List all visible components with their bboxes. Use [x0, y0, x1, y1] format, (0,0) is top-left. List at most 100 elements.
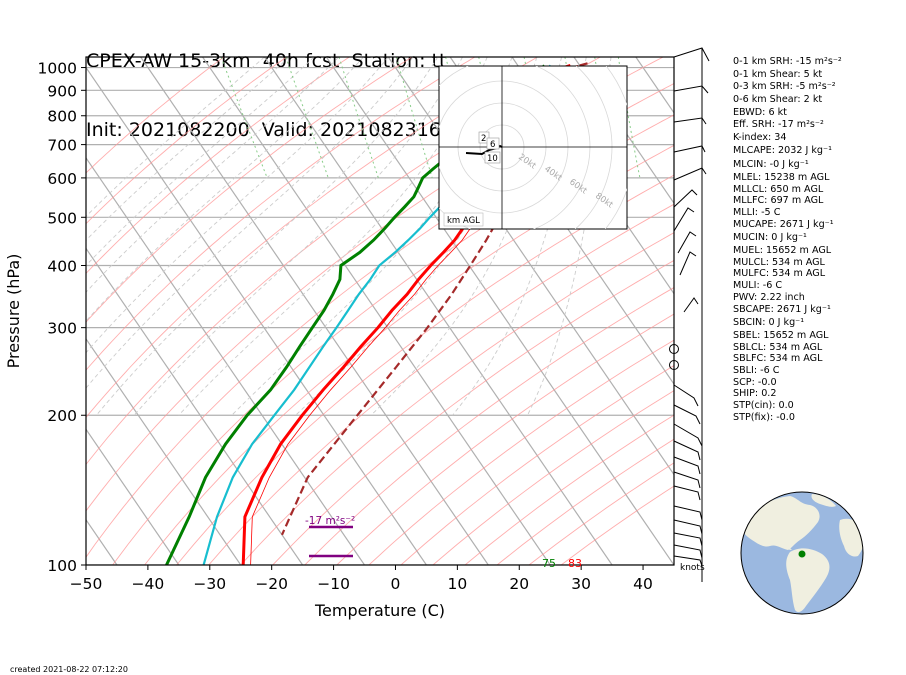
wind-barb [673, 47, 710, 62]
wind-barb [673, 423, 703, 447]
mixing-ratio-line [285, 57, 329, 179]
dry-adiabat [176, 174, 674, 565]
dry-adiabat [368, 339, 674, 565]
wind-barb [683, 297, 699, 313]
stats-panel: 0-1 km SRH: -15 m²s⁻² 0-1 km Shear: 5 kt 0… [733, 56, 903, 424]
calm-wind-circle [669, 344, 679, 354]
y-tick-label: 800 [47, 108, 77, 126]
x-axis-label: Temperature (C) [314, 601, 445, 620]
stat-line: PWV: 2.22 inch [733, 291, 805, 303]
moist-adiabat [86, 57, 315, 267]
y-tick-label: 200 [47, 407, 77, 425]
stat-line: 0-3 km SRH: -5 m²s⁻² [733, 80, 836, 92]
moist-adiabat [86, 57, 414, 389]
stat-line: 0-6 km Shear: 2 kt [733, 94, 823, 106]
stat-line: Eff. SRH: -17 m²s⁻² [733, 119, 824, 131]
x-tick-label: −20 [255, 575, 288, 593]
moist-adiabat [86, 57, 364, 322]
hodograph-inset: 20kt 40kt 60kt 80kt 2 6 10 km AGL [438, 65, 628, 230]
surface-dewpoint-label: 75 [542, 557, 556, 570]
x-tick-label: −10 [317, 575, 350, 593]
stat-line: SBLFC: 534 m AGL [733, 353, 823, 365]
hodo-height-label: 10 [487, 154, 498, 164]
dry-adiabat [86, 83, 674, 558]
dry-adiabat [86, 57, 287, 225]
stat-line: MLCIN: -0 J kg⁻¹ [733, 158, 809, 170]
background-lines [86, 57, 674, 565]
dry-adiabat [272, 259, 674, 565]
stat-line: SBCAPE: 2671 J kg⁻¹ [733, 303, 831, 315]
wind-barb [673, 440, 701, 461]
stat-line: SBLCL: 534 m AGL [733, 341, 823, 353]
effective-srh-layer: -17 m²s⁻² [305, 515, 355, 558]
dry-adiabat [86, 57, 413, 323]
hodo-height-label: 6 [490, 140, 495, 150]
y-tick-label: 400 [47, 257, 77, 275]
dry-adiabat [240, 232, 674, 565]
caribbean-land [775, 540, 792, 550]
y-tick-label: 900 [47, 82, 77, 100]
stat-line: MULCL: 534 m AGL [733, 256, 825, 268]
wind-barb [673, 555, 703, 567]
hodo-legend-label: km AGL [447, 216, 480, 226]
x-tick-label: −30 [193, 575, 226, 593]
moist-adiabat [86, 57, 290, 242]
stat-line: SBLI: -6 C [733, 365, 780, 377]
wind-barb [673, 505, 703, 521]
station-marker [798, 550, 806, 558]
wind-barb [673, 532, 703, 547]
stat-line: SCP: -0.0 [733, 376, 777, 388]
wind-barb [673, 519, 703, 535]
dry-adiabat [86, 57, 350, 275]
x-tick-label: −40 [132, 575, 165, 593]
hodo-height-box [484, 151, 501, 164]
stat-line: 0-1 km Shear: 5 kt [733, 69, 823, 81]
created-timestamp: created 2021-08-22 07:12:20 [10, 665, 128, 674]
stat-line: MUCIN: 0 J kg⁻¹ [733, 231, 807, 243]
isotherm-line [202, 57, 551, 565]
dry-adiabat [86, 57, 224, 174]
knots-label: knots [680, 563, 705, 573]
dry-adiabat [208, 203, 674, 565]
moist-adiabat [370, 57, 563, 416]
wind-barb [673, 456, 701, 475]
stat-line: SBEL: 15652 m AGL [733, 329, 829, 341]
stat-line: EBWD: 6 kt [733, 107, 787, 119]
stat-line: SBCIN: 0 J kg⁻¹ [733, 316, 805, 328]
moist-adiabat [86, 57, 265, 218]
hodo-height-box [486, 137, 500, 150]
moist-adiabat [86, 57, 340, 293]
wind-barb [673, 189, 698, 208]
dry-adiabat [336, 313, 674, 565]
axes: −50 −40 −30 −20 −10 0 10 20 30 40 1000 900 800 700 600… [4, 60, 653, 620]
wind-barb [673, 207, 695, 232]
x-tick-label: 30 [571, 575, 591, 593]
stat-line: MLCAPE: 2032 J kg⁻¹ [733, 145, 832, 157]
surface-temperature-label: 83 [568, 557, 582, 570]
wind-barb [673, 544, 703, 559]
isotherm-line [86, 428, 180, 565]
stat-line: MULFC: 534 m AGL [733, 268, 826, 280]
hodo-height-box [478, 131, 490, 144]
moist-adiabat [86, 57, 389, 354]
surface-labels: 75 83 [542, 557, 582, 570]
stat-line: MUCAPE: 2671 J kg⁻¹ [733, 218, 834, 230]
globe-outline [740, 491, 864, 615]
hodograph-frame [438, 65, 628, 230]
hodo-height-label: 2 [481, 134, 486, 144]
y-tick-label: 600 [47, 170, 77, 188]
globe-locator-map [740, 491, 864, 615]
stat-line: MLLFC: 697 m AGL [733, 195, 824, 207]
dry-adiabat [304, 287, 674, 565]
plot-frame [85, 56, 675, 566]
x-tick-label: 0 [391, 575, 401, 593]
title-line-1: CPEX-AW 15-3km 40h fcst Station: tt [86, 50, 447, 72]
mixing-ratio-line [395, 57, 433, 179]
stat-line: MLLCL: 650 m AGL [733, 183, 824, 195]
wind-barbs: knots [669, 47, 710, 582]
y-tick-label: 500 [47, 209, 77, 227]
y-tick-label: 100 [47, 557, 77, 575]
wind-barb [673, 145, 706, 153]
dry-adiabat [86, 57, 476, 371]
